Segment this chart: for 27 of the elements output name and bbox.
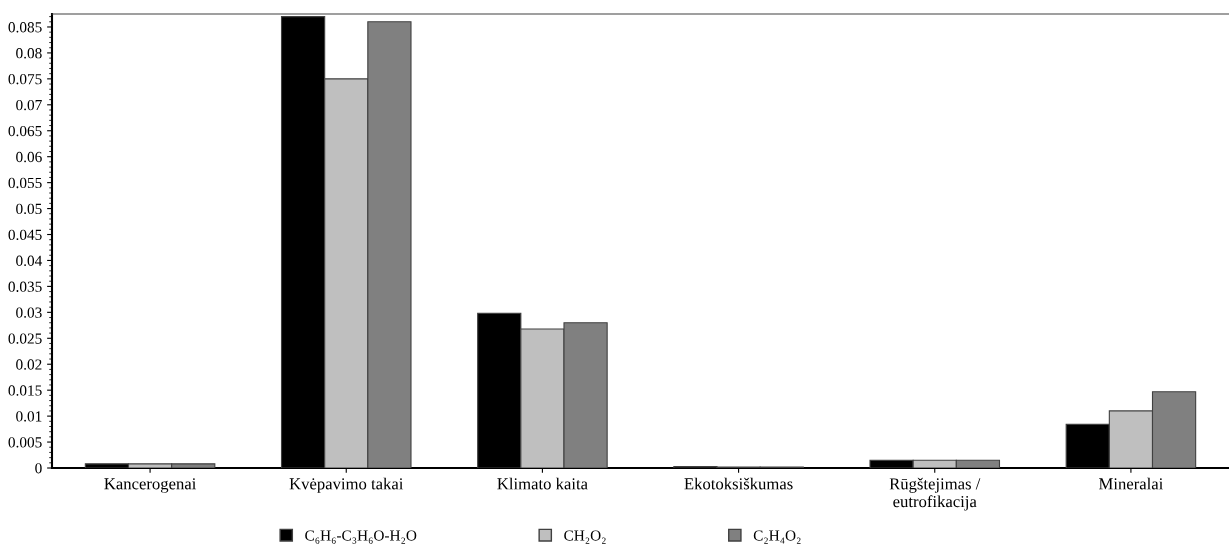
y-tick-label: 0.075 <box>8 74 42 85</box>
y-tick-label: 0.055 <box>8 177 42 189</box>
y-tick-label: 0.085 <box>8 22 42 33</box>
y-tick-label: 0.005 <box>8 437 42 448</box>
y-tick-label: 0.01 <box>16 411 42 422</box>
legend-label: C₆H₆-C₃H₆O-H₂O <box>305 530 417 544</box>
x-tick-label: Kancerogenai <box>104 478 197 493</box>
y-tick-label: 0.02 <box>16 359 42 370</box>
y-tick-label: 0.025 <box>8 333 42 344</box>
y-tick-label: 0.035 <box>8 281 42 292</box>
y-tick-label: 0.06 <box>16 151 42 163</box>
x-tick-label: Ekotoksiškumas <box>684 477 793 490</box>
y-tick-label: 0.04 <box>16 255 43 266</box>
x-tick-label: Rūgštejimas / eutrofikacija <box>889 477 981 511</box>
y-tick-label: 0.07 <box>16 99 42 111</box>
y-tick-label: 0.08 <box>16 48 42 59</box>
y-tick-label: 0.065 <box>8 125 42 137</box>
y-tick-label: 0 <box>35 463 42 474</box>
x-tick-label: Kvėpavimo takai <box>289 477 404 493</box>
y-tick-label: 0.03 <box>16 307 42 318</box>
y-tick-label: 0.045 <box>8 229 42 241</box>
y-tick-label: 0.015 <box>8 385 42 396</box>
legend-label: CH₂O₂ <box>564 530 606 544</box>
x-tick-label: Klimato kaita <box>497 477 588 490</box>
y-tick-label: 0.05 <box>16 203 42 215</box>
legend-label: C₂H₄O₂ <box>753 530 801 544</box>
x-tick-label: Mineralai <box>1099 477 1163 490</box>
